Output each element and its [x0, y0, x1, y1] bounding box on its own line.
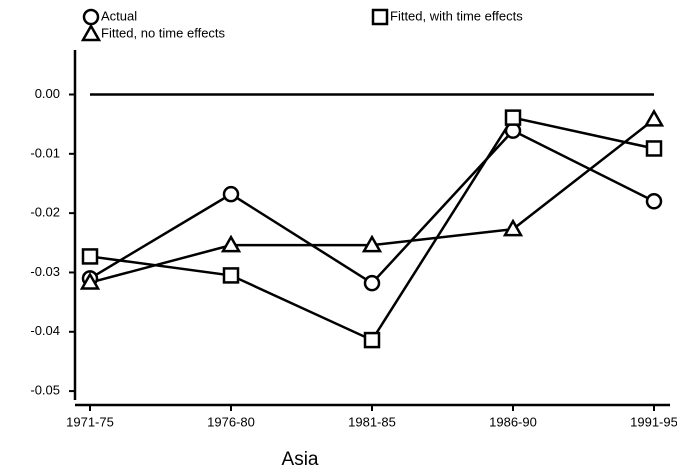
marker	[363, 331, 381, 349]
marker	[220, 234, 242, 253]
marker	[222, 185, 240, 203]
legend-marker	[371, 8, 389, 26]
x-tick-label: 1971-75	[66, 414, 114, 429]
x-axis-label: Asia	[282, 449, 319, 470]
legend-label: Fitted, with time effects	[390, 8, 523, 23]
marker	[645, 140, 663, 157]
y-tick-label: -0.02	[30, 205, 60, 220]
legend-label: Fitted, no time effects	[101, 25, 226, 40]
marker	[504, 109, 522, 126]
x-tick-label: 1991-95	[630, 414, 677, 429]
x-tick-label: 1976-80	[207, 414, 255, 429]
x-tick-label: 1986-90	[489, 414, 537, 429]
marker	[81, 248, 99, 265]
legend-label: Actual	[101, 8, 137, 23]
legend-marker	[82, 8, 100, 26]
marker	[502, 218, 524, 237]
y-tick-label: -0.03	[30, 264, 60, 279]
legend-marker	[80, 23, 102, 42]
marker	[222, 267, 240, 284]
marker	[643, 108, 665, 127]
y-tick-label: -0.01	[30, 145, 60, 160]
marker	[645, 193, 663, 210]
y-tick-label: -0.05	[30, 383, 60, 398]
y-tick-label: 0.00	[35, 86, 60, 101]
marker	[361, 234, 383, 253]
x-tick-label: 1981-85	[348, 414, 396, 429]
marker	[79, 272, 101, 290]
series-line	[89, 118, 655, 284]
marker	[363, 274, 381, 292]
y-tick-label: -0.04	[30, 323, 60, 338]
